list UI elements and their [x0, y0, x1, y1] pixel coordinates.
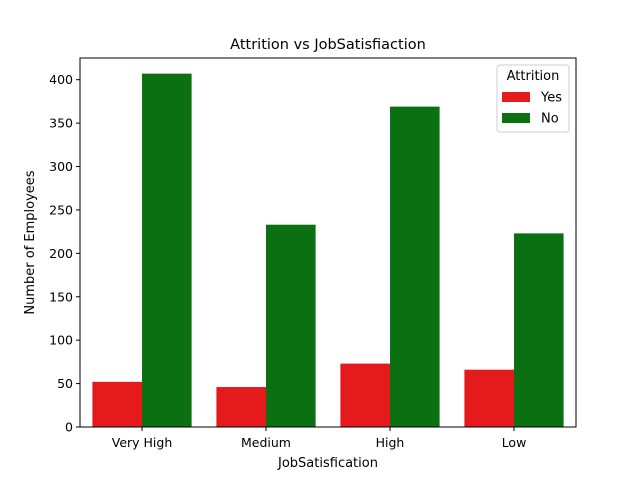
x-tick-label-high: High [376, 435, 405, 450]
legend-title: Attrition [507, 69, 560, 84]
bar-high-no [390, 106, 440, 427]
legend-label-yes: Yes [540, 91, 562, 106]
y-tick-label: 200 [49, 246, 73, 261]
plot-frame [79, 57, 577, 428]
bar-low-yes [464, 369, 514, 427]
bar-very-high-no [142, 73, 192, 427]
y-tick-label: 300 [49, 159, 73, 174]
y-tick-label: 50 [57, 376, 73, 391]
bars-group [92, 73, 564, 427]
bar-very-high-yes [92, 381, 142, 427]
legend-swatch-no [502, 113, 530, 123]
bar-low-no [514, 233, 564, 427]
x-axis: Very High Medium High Low [112, 427, 527, 450]
y-axis: 0 50 100 150 200 250 300 350 400 [49, 72, 80, 435]
chart-title: Attrition vs JobSatisfiaction [230, 37, 426, 53]
y-tick-label: 100 [49, 333, 73, 348]
y-tick-label: 250 [49, 202, 73, 217]
legend-label-no: No [541, 112, 559, 127]
bar-high-yes [340, 363, 390, 427]
bar-medium-yes [216, 387, 266, 427]
x-tick-label-low: Low [502, 435, 527, 450]
legend-swatch-yes [502, 92, 530, 102]
bar-medium-no [266, 224, 316, 427]
legend: Attrition Yes No [496, 64, 570, 133]
x-tick-label-very-high: Very High [112, 435, 173, 450]
y-tick-label: 400 [49, 72, 73, 87]
y-tick-label: 350 [49, 116, 73, 131]
y-tick-label: 0 [65, 420, 73, 435]
x-tick-label-medium: Medium [241, 435, 291, 450]
y-tick-label: 150 [49, 289, 73, 304]
x-axis-label: JobSatisfication [277, 456, 378, 471]
legend-items: Yes No [502, 91, 562, 127]
y-axis-label: Number of Employees [23, 170, 38, 314]
